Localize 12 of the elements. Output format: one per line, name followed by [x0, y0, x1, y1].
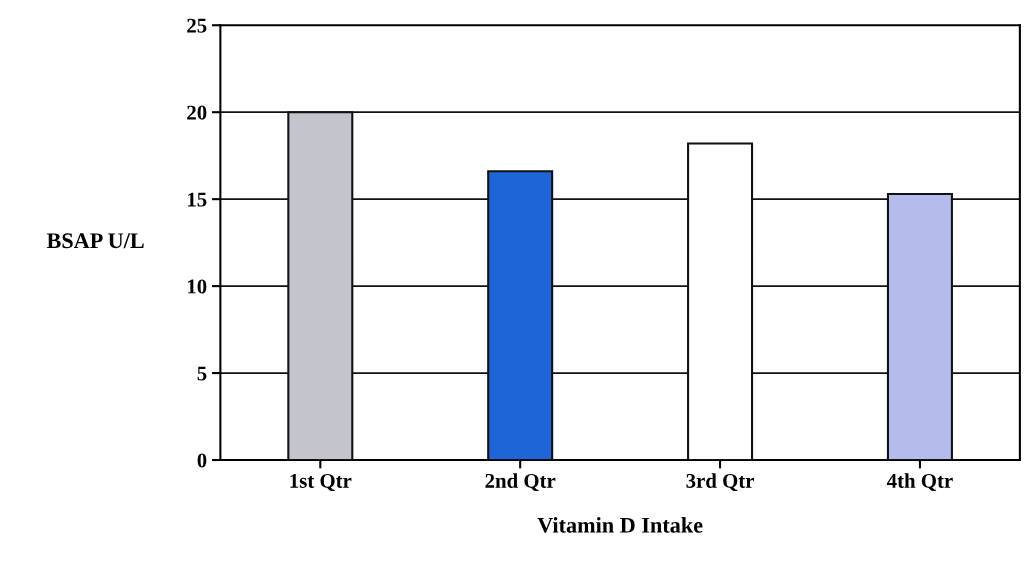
x-tick-label: 2nd Qtr: [485, 473, 556, 492]
y-tick-label: 25: [187, 18, 207, 33]
x-tick-label: 1st Qtr: [290, 473, 352, 492]
y-tick-label: 0: [197, 453, 207, 468]
x-tick-label: 4th Qtr: [886, 473, 953, 492]
y-tick-label: 15: [188, 192, 207, 207]
x-tick-label: 3rd Qtr: [686, 473, 755, 492]
y-tick-label: 20: [187, 105, 207, 120]
x-axis-title: Vitamin D Intake: [537, 517, 703, 533]
y-tick-label: 10: [188, 279, 207, 294]
y-tick-label: 5: [197, 366, 207, 381]
y-axis-title: BSAP U/L: [46, 233, 144, 249]
